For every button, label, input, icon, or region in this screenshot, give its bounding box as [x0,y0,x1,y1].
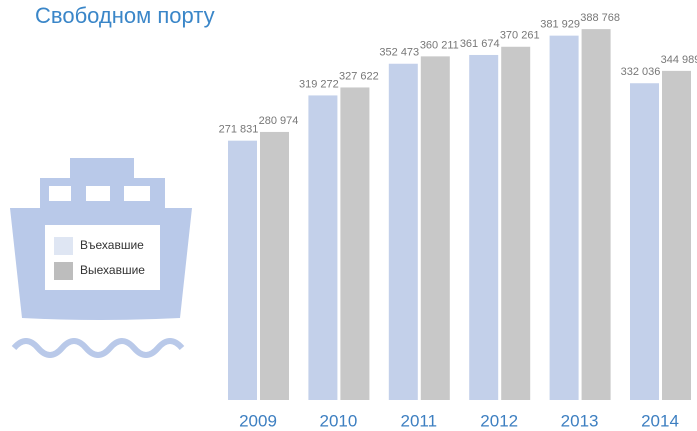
x-tick-label: 2009 [239,411,277,430]
value-label: 271 831 [219,124,259,136]
value-label: 344 989 [661,54,697,66]
x-tick-label: 2014 [641,411,679,430]
value-label: 352 473 [379,47,419,59]
legend-swatch [54,262,73,280]
legend-label: Выехавшие [80,263,145,277]
bar [501,46,531,401]
value-label: 332 036 [621,66,661,78]
x-tick-label: 2013 [561,411,599,430]
legend-label: Въехавшие [80,238,144,252]
value-label: 327 622 [339,70,379,82]
x-tick-label: 2010 [319,411,357,430]
chart-title: Свободном порту [35,3,215,28]
value-label: 388 768 [580,12,620,24]
bar [662,70,691,400]
bar [420,56,450,401]
value-label: 361 674 [460,38,500,50]
bar [308,95,338,400]
x-tick-label: 2011 [401,411,438,430]
x-tick-label: 2012 [480,411,518,430]
bar [260,131,289,400]
value-label: 370 261 [500,30,540,42]
value-label: 319 272 [299,78,339,90]
ship-icon [10,158,192,358]
bar [469,54,499,400]
bar [388,63,418,401]
bar [228,140,257,401]
bar [340,87,370,400]
bar [630,83,659,400]
bar [549,35,579,400]
legend-swatch [54,237,73,255]
value-label: 360 211 [420,39,459,51]
value-label: 280 974 [259,115,299,127]
value-label: 381 929 [540,19,580,31]
bar [581,29,611,401]
